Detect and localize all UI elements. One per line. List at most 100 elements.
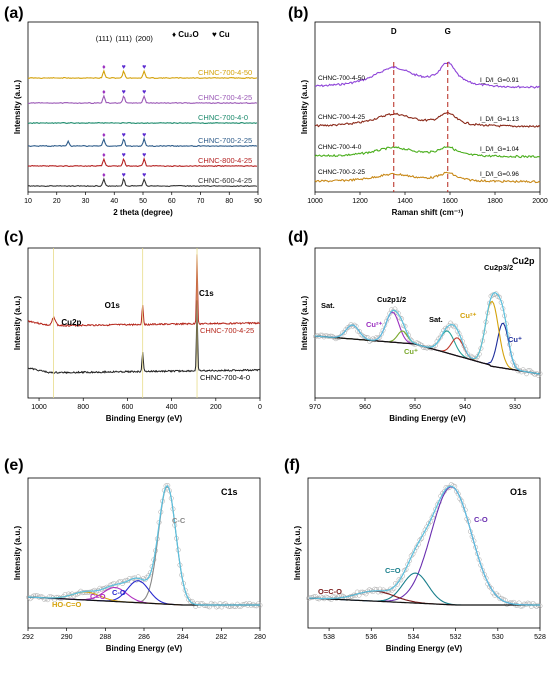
component-label: O=C-O — [318, 587, 342, 596]
raw-point — [319, 332, 325, 338]
fit-envelope — [27, 484, 260, 606]
panel-a: (a) 10 20 30 40 50 60 70 80 90 2 theta (degree) Int… — [4, 5, 262, 217]
x-tick-label: 1800 — [487, 198, 503, 205]
x-axis-label: Binding Energy (eV) — [386, 644, 463, 653]
x-tick-label: 400 — [166, 404, 178, 411]
cu-marker: ♥ — [142, 172, 146, 179]
plot-frame — [314, 247, 541, 399]
x-tick-label: 40 — [110, 198, 118, 205]
peak-label: O1s — [105, 301, 121, 310]
raw-point — [429, 515, 435, 520]
raw-point — [432, 343, 438, 348]
component-peak — [314, 322, 541, 375]
raman-trace — [314, 171, 541, 184]
panel-c: (c) 1000 800 600 400 200 0 Binding Energy (eV) I… — [4, 229, 262, 423]
component-peak — [27, 485, 260, 606]
x-axis-label: Binding Energy (eV) — [106, 644, 183, 653]
x-tick-label: 10 — [24, 198, 32, 205]
component-label: C-O — [474, 515, 488, 524]
raw-point — [446, 323, 452, 329]
raw-point — [424, 524, 430, 530]
x-tick-label: 286 — [138, 634, 150, 641]
panel-label: (f) — [284, 457, 300, 474]
raw-point — [318, 332, 324, 338]
fit-envelope — [309, 485, 540, 606]
raw-point — [102, 585, 108, 591]
raw-point — [353, 323, 359, 329]
panel-label: (a) — [4, 5, 24, 22]
raw-point — [231, 603, 237, 609]
component-label: Cu2p3/2 — [484, 263, 513, 272]
x-tick-label: 280 — [254, 634, 266, 641]
raw-point — [417, 537, 423, 543]
y-axis-label: Intensity (a.u.) — [13, 526, 22, 581]
y-axis-label: Intensity (a.u.) — [300, 296, 309, 351]
series-label: CHNC-700-2-25 — [198, 136, 252, 145]
raw-point — [356, 328, 362, 334]
plot-frame — [27, 247, 261, 399]
x-tick-label: 290 — [61, 634, 73, 641]
series-label: CHNC-700-4-25 — [198, 93, 252, 102]
x-tick-label: 50 — [139, 198, 147, 205]
x-tick-label: 940 — [459, 404, 471, 411]
raw-point — [184, 592, 190, 598]
peak-label: C1s — [199, 289, 214, 298]
y-axis-label: Intensity (a.u.) — [293, 526, 302, 581]
raw-point — [497, 596, 503, 602]
raw-point — [405, 562, 411, 568]
plot-frame — [307, 477, 541, 629]
legend-cu: ♥ Cu — [212, 30, 230, 39]
raw-point — [422, 527, 428, 533]
x-tick-label: 530 — [492, 634, 504, 641]
component-label: Cu⁺ — [404, 347, 418, 356]
raw-point — [186, 597, 192, 603]
id-ig-ratio: I_D/I_G=0.96 — [480, 171, 519, 178]
raw-point — [532, 371, 538, 377]
raw-point — [323, 333, 329, 339]
raw-point — [254, 603, 259, 609]
x-axis-label: Binding Energy (eV) — [106, 414, 183, 423]
raw-point — [528, 604, 534, 609]
x-tick-label: 1200 — [352, 198, 368, 205]
raw-point — [535, 372, 541, 378]
raw-point — [454, 488, 459, 494]
component-peak — [314, 330, 541, 375]
panel-e: (e) 292 290 288 286 284 282 280 Binding Energy (… — [4, 457, 266, 653]
component-peak — [314, 330, 541, 375]
component-label: C=O — [385, 566, 401, 575]
xrd-trace — [27, 177, 258, 188]
xrd-trace — [27, 136, 258, 148]
raw-point — [345, 325, 351, 331]
panel-f: (f) 538 536 534 532 530 528 Binding Energy (eV)… — [284, 457, 546, 653]
cu-marker: ♥ — [142, 152, 146, 159]
raw-point — [534, 604, 539, 609]
x-tick-label: 284 — [177, 634, 189, 641]
series-label: CHNC-700-2-25 — [318, 169, 365, 176]
series-label: CHNC-600-4-25 — [198, 176, 252, 185]
panel-label: (b) — [288, 5, 308, 22]
miller-index: (200) — [135, 34, 153, 43]
panel-label: (c) — [4, 229, 24, 246]
cu-marker: ♥ — [122, 132, 126, 139]
x-tick-label: 20 — [53, 198, 61, 205]
raw-point — [437, 334, 443, 340]
panel-title: Cu2p — [512, 256, 535, 266]
cu-marker: ♥ — [122, 64, 126, 71]
x-tick-label: 70 — [197, 198, 205, 205]
xrd-trace — [27, 69, 258, 80]
x-tick-label: 600 — [122, 404, 134, 411]
component-label: HO-C=O — [52, 600, 82, 609]
miller-index: (111) — [116, 34, 133, 43]
x-tick-label: 292 — [22, 634, 34, 641]
raw-point — [521, 601, 527, 607]
x-tick-label: 1000 — [31, 404, 47, 411]
series-label: CHNC-700-4-25 — [200, 326, 254, 335]
x-tick-label: 960 — [359, 404, 371, 411]
raw-point — [420, 531, 426, 537]
series-label: CHNC-700-4-0 — [200, 373, 250, 382]
y-axis-label: Intensity (a.u.) — [13, 80, 22, 135]
component-label: Cu⁺ — [508, 335, 522, 344]
band-label: D — [391, 27, 397, 36]
raw-point — [395, 310, 401, 316]
raw-point — [125, 578, 131, 584]
